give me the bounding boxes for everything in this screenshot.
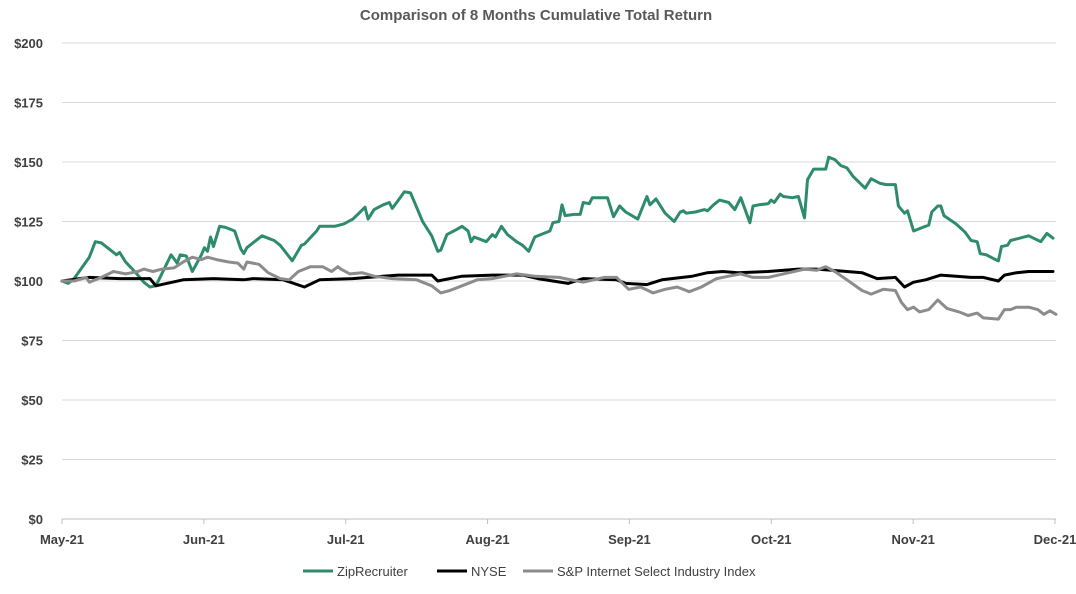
x-tick-label: Jun-21 [183, 532, 225, 547]
legend-label: ZipRecruiter [337, 564, 408, 579]
y-tick-label: $100 [14, 274, 43, 289]
y-tick-label: $150 [14, 155, 43, 170]
x-tick-label: Jul-21 [327, 532, 365, 547]
x-axis: May-21 Jun-21 Jul-21 Aug-21 Sep-21 Oct-21 Nov-… [40, 519, 1076, 547]
y-tick-label: $0 [29, 512, 43, 527]
y-tick-label: $75 [21, 334, 43, 349]
series-line-1 [60, 267, 1055, 289]
series-line-0 [60, 155, 1055, 289]
y-tick-label: $50 [21, 393, 43, 408]
series-lines [60, 155, 1058, 321]
x-tick-label: Nov-21 [891, 532, 934, 547]
y-tick-label: $125 [14, 215, 43, 230]
chart-title: Comparison of 8 Months Cumulative Total … [360, 7, 712, 24]
y-tick-label: $25 [21, 453, 43, 468]
x-tick-label: Dec-21 [1034, 532, 1076, 547]
y-axis: $0 $25 $50 $75 $100 $125 $150 $175 $200 [14, 36, 43, 527]
series-line-2 [60, 255, 1058, 321]
y-tick-label: $200 [14, 36, 43, 51]
x-tick-label: Oct-21 [751, 532, 791, 547]
x-tick-label: Sep-21 [608, 532, 651, 547]
legend: ZipRecruiter NYSE S&P Internet Select Indu… [303, 564, 756, 579]
y-tick-label: $175 [14, 96, 43, 111]
legend-label: S&P Internet Select Industry Index [557, 564, 756, 579]
legend-label: NYSE [471, 564, 507, 579]
x-tick-label: Aug-21 [466, 532, 510, 547]
x-tick-label: May-21 [40, 532, 84, 547]
